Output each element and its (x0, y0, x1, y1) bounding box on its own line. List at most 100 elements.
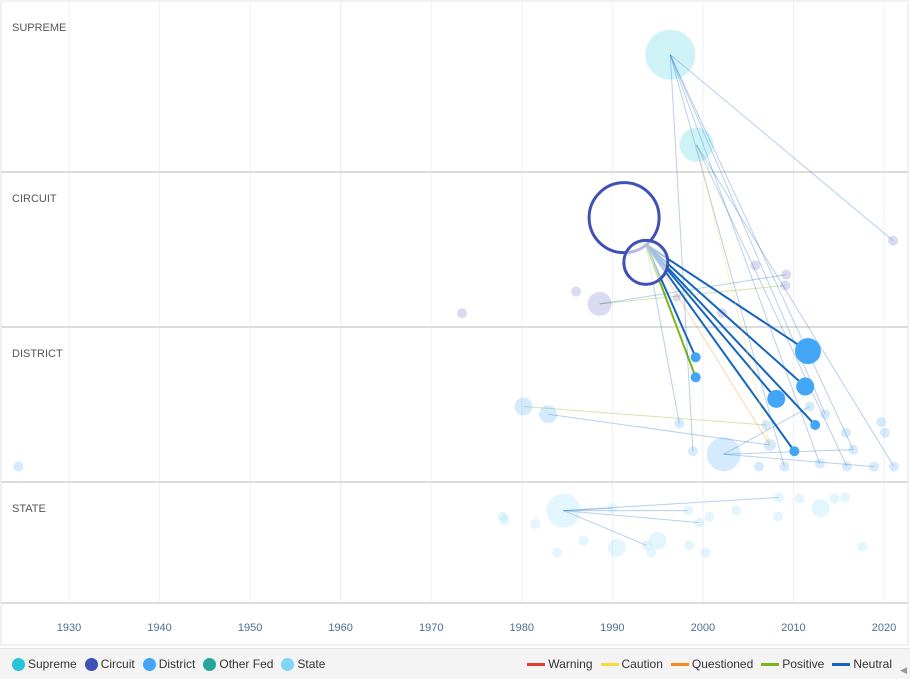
citation-edge-neutral[interactable] (696, 144, 848, 467)
case-node-circuit[interactable] (781, 269, 792, 280)
case-node-district[interactable] (820, 409, 831, 420)
case-node-district[interactable] (13, 461, 24, 472)
citation-edge-positive[interactable] (523, 406, 767, 426)
case-node-district[interactable] (848, 444, 859, 455)
case-node-circuit[interactable] (780, 280, 791, 291)
citation-edge-neutral[interactable] (696, 144, 895, 467)
citation-edge-neutral[interactable] (669, 54, 785, 467)
legend-item-positive[interactable]: Positive (761, 657, 824, 671)
legend-item-state[interactable]: State (281, 657, 325, 671)
case-node-state[interactable] (704, 511, 715, 522)
case-node-supreme[interactable] (645, 29, 696, 80)
case-node-circuit[interactable] (716, 308, 727, 319)
citation-edge-neutral[interactable] (563, 507, 613, 512)
case-node-state[interactable] (829, 493, 840, 504)
citation-edge-neutral[interactable] (645, 243, 816, 426)
citation-edge-neutral[interactable] (669, 54, 854, 450)
case-node-state[interactable] (607, 503, 618, 514)
case-node-district[interactable] (761, 420, 772, 431)
case-node-district[interactable] (539, 405, 558, 424)
case-node-state[interactable] (840, 492, 851, 503)
case-node-district[interactable] (789, 446, 800, 457)
case-node-state[interactable] (700, 547, 711, 558)
citation-edge-neutral[interactable] (645, 243, 809, 352)
case-node-supreme[interactable] (679, 127, 714, 162)
legend-item-supreme[interactable]: Supreme (12, 657, 77, 671)
citation-edge-neutral[interactable] (723, 449, 854, 455)
legend-item-neutral[interactable]: Neutral (832, 657, 892, 671)
case-node-district[interactable] (810, 420, 821, 431)
case-node-district[interactable] (690, 372, 701, 383)
case-node-district[interactable] (804, 401, 815, 412)
case-node-circuit[interactable] (587, 291, 612, 316)
citation-edge-neutral[interactable] (563, 510, 700, 524)
case-node-circuit[interactable] (888, 235, 899, 246)
case-node-district[interactable] (767, 389, 786, 408)
case-node-state[interactable] (648, 531, 667, 550)
legend-item-caution[interactable]: Caution (600, 657, 663, 671)
citation-edge-questioned[interactable] (645, 244, 771, 446)
case-node-circuit[interactable] (457, 308, 468, 319)
citation-edge-positive[interactable] (599, 284, 786, 305)
citation-edge-neutral[interactable] (723, 406, 810, 455)
case-node-district[interactable] (706, 437, 741, 472)
citation-edge-neutral[interactable] (547, 413, 770, 446)
citation-edge-neutral[interactable] (669, 54, 894, 242)
legend-item-circuit[interactable]: Circuit (84, 657, 135, 671)
case-node-circuit[interactable] (587, 181, 661, 255)
citation-edge-neutral[interactable] (669, 54, 821, 464)
case-node-state[interactable] (857, 541, 868, 552)
case-node-circuit[interactable] (672, 293, 681, 302)
citation-edge-neutral[interactable] (669, 54, 694, 452)
case-node-state[interactable] (811, 499, 830, 518)
legend-scroll-arrow-icon[interactable]: ◀ (900, 665, 907, 675)
case-node-state[interactable] (773, 511, 784, 522)
case-node-district[interactable] (814, 458, 825, 469)
case-node-district[interactable] (779, 461, 790, 472)
case-node-state[interactable] (546, 493, 581, 528)
case-node-state[interactable] (578, 535, 589, 546)
case-node-state[interactable] (497, 511, 508, 522)
citation-edge-neutral[interactable] (599, 274, 787, 305)
case-node-district[interactable] (763, 439, 776, 452)
case-node-district[interactable] (876, 416, 887, 427)
case-node-district[interactable] (794, 338, 821, 365)
case-node-district[interactable] (690, 352, 701, 363)
case-node-district[interactable] (687, 446, 698, 457)
citation-edge-caution[interactable] (696, 144, 771, 446)
case-node-state[interactable] (731, 505, 742, 516)
case-node-state[interactable] (694, 517, 705, 528)
case-node-state[interactable] (683, 505, 694, 516)
case-node-state[interactable] (530, 518, 541, 529)
citation-edge-neutral[interactable] (563, 510, 647, 546)
case-node-circuit[interactable] (750, 260, 761, 271)
citation-edge-neutral[interactable] (563, 496, 779, 512)
legend-item-questioned[interactable]: Questioned (670, 657, 753, 671)
legend: Supreme Circuit District Other Fed State War… (0, 648, 910, 679)
citation-edge-neutral[interactable] (645, 243, 806, 388)
legend-item-otherfed[interactable]: Other Fed (203, 657, 273, 671)
case-node-state[interactable] (794, 493, 805, 504)
case-node-state[interactable] (641, 540, 652, 551)
case-node-state[interactable] (646, 547, 657, 558)
case-node-district[interactable] (674, 418, 685, 429)
citation-edge-neutral[interactable] (645, 243, 796, 452)
citation-edge-neutral[interactable] (723, 453, 875, 468)
case-node-district[interactable] (869, 461, 880, 472)
legend-item-district[interactable]: District (142, 657, 195, 671)
case-node-state[interactable] (773, 492, 784, 503)
case-node-state[interactable] (552, 547, 563, 558)
case-node-district[interactable] (796, 377, 815, 396)
case-node-district[interactable] (754, 461, 765, 472)
case-node-district[interactable] (840, 427, 851, 438)
legend-item-warning[interactable]: Warning (527, 657, 593, 671)
case-node-state[interactable] (684, 540, 695, 551)
case-node-state[interactable] (607, 538, 626, 557)
case-node-circuit[interactable] (622, 238, 670, 286)
case-node-district[interactable] (888, 461, 899, 472)
case-node-district[interactable] (841, 461, 852, 472)
case-node-district[interactable] (514, 397, 533, 416)
case-node-district[interactable] (879, 427, 890, 438)
case-node-state[interactable] (499, 515, 510, 526)
case-node-circuit[interactable] (571, 286, 582, 297)
